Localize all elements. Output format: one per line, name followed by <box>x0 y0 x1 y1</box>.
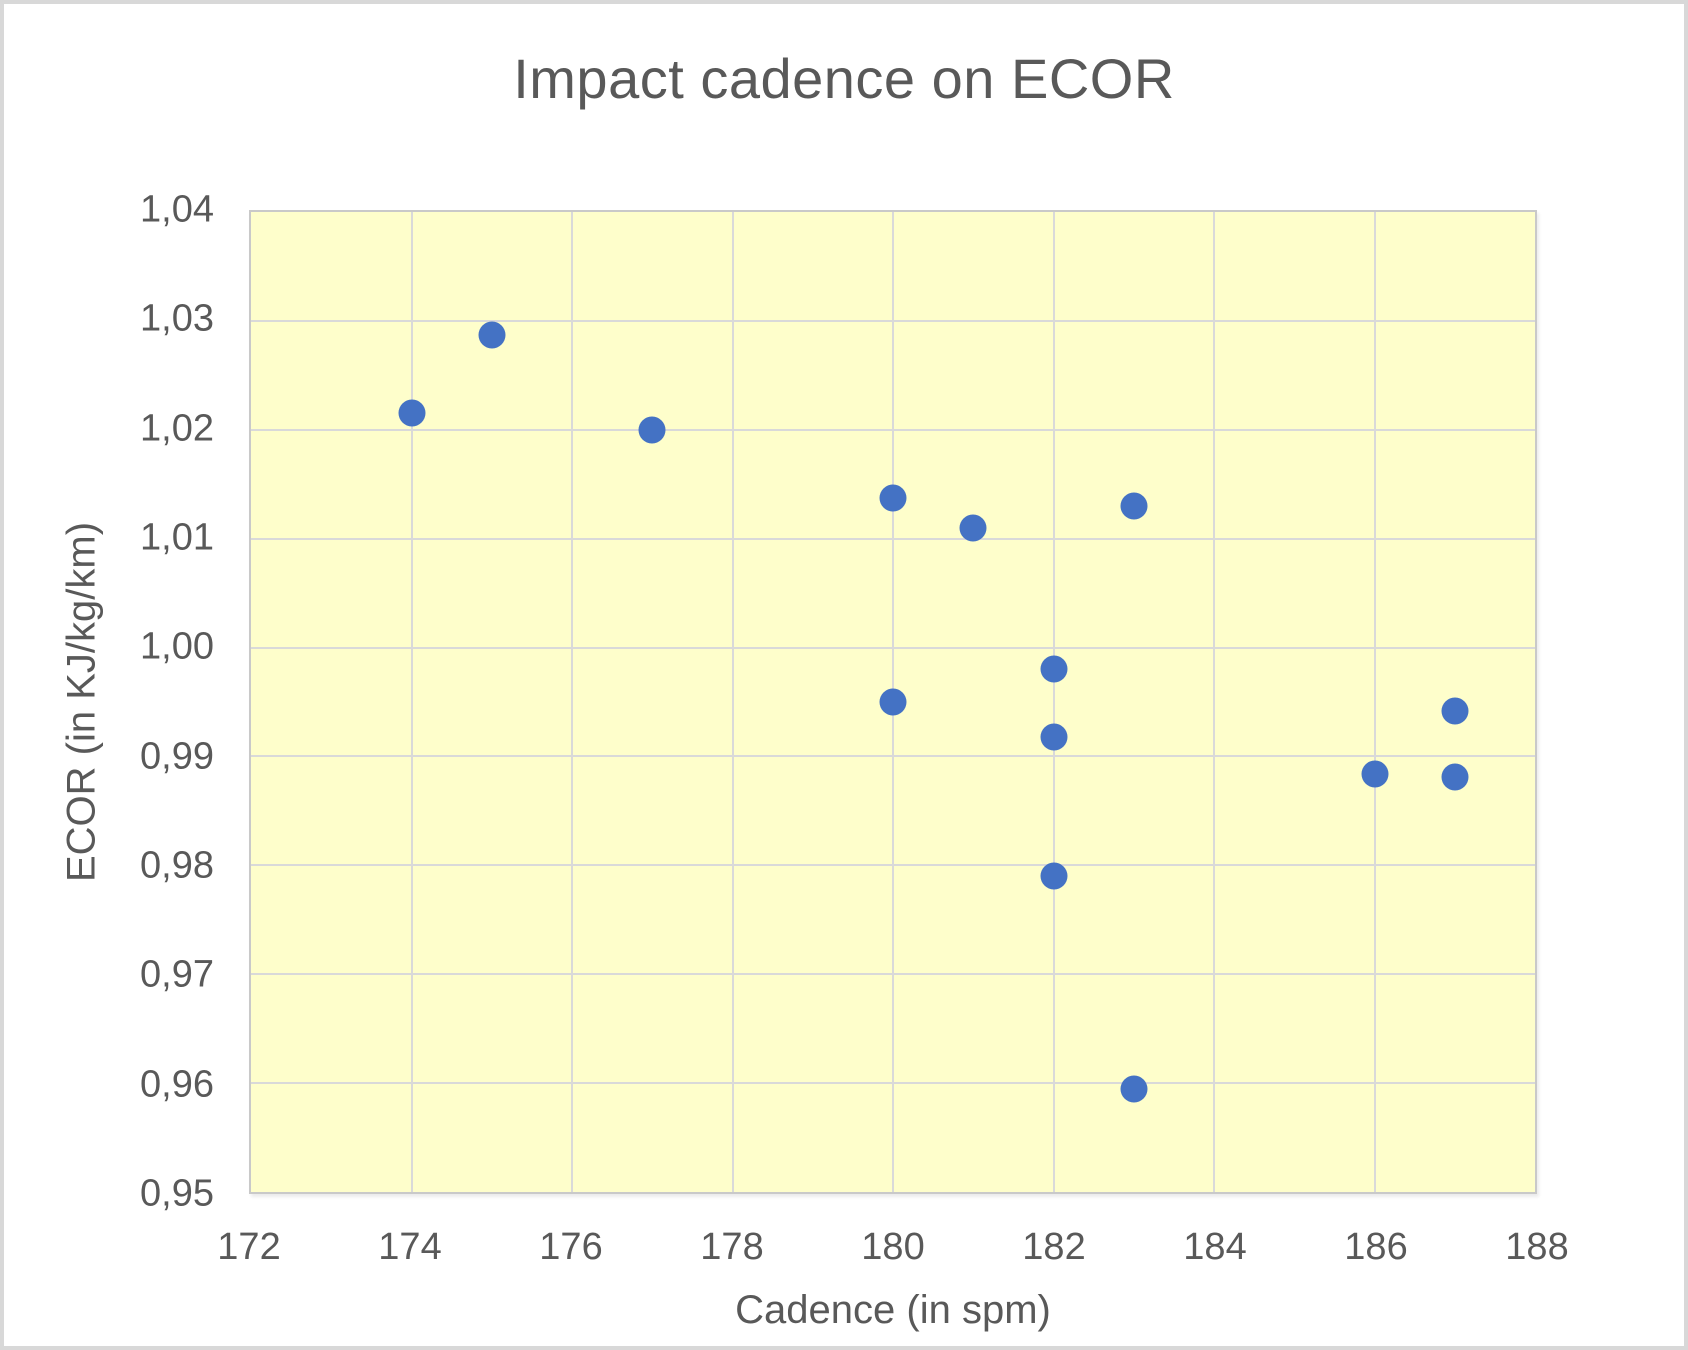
x-tick-label: 184 <box>1183 1226 1247 1268</box>
vertical-gridline <box>410 212 413 1192</box>
x-tick-label: 180 <box>861 1226 925 1268</box>
y-axis-title: ECOR (in KJ/kg/km) <box>59 521 104 883</box>
data-point <box>1120 1075 1148 1103</box>
data-point <box>959 514 987 542</box>
y-tick-label: 1,00 <box>140 625 214 668</box>
horizontal-gridline <box>251 973 1535 976</box>
horizontal-gridline <box>251 1082 1535 1085</box>
data-point <box>1441 763 1469 791</box>
x-tick-label: 176 <box>539 1226 603 1268</box>
y-tick-label: 0,97 <box>140 953 214 996</box>
y-tick-label: 1,03 <box>140 297 214 340</box>
data-point <box>1040 862 1067 890</box>
data-point <box>1040 723 1067 751</box>
y-tick-label: 0,98 <box>140 844 214 887</box>
horizontal-gridline <box>251 646 1535 649</box>
data-point <box>1361 760 1388 788</box>
vertical-gridline <box>571 212 573 1192</box>
y-tick-label: 1,02 <box>140 407 214 450</box>
vertical-gridline <box>1213 212 1215 1192</box>
vertical-gridline <box>731 212 734 1192</box>
y-tick-label: 0,95 <box>140 1172 214 1215</box>
plot-area <box>249 210 1537 1194</box>
vertical-gridline <box>1373 212 1376 1192</box>
x-tick-label: 172 <box>217 1226 281 1268</box>
x-tick-label: 188 <box>1505 1226 1569 1268</box>
horizontal-gridline <box>251 537 1535 540</box>
x-tick-label: 178 <box>700 1226 764 1268</box>
y-tick-label: 1,01 <box>140 516 214 559</box>
data-point <box>879 688 907 716</box>
horizontal-gridline <box>251 755 1535 758</box>
y-tick-label: 1,04 <box>140 188 214 231</box>
y-tick-label: 0,99 <box>140 735 214 778</box>
horizontal-gridline <box>251 864 1535 867</box>
x-tick-label: 186 <box>1344 1226 1408 1268</box>
data-point <box>1441 697 1469 725</box>
horizontal-gridline <box>251 428 1535 431</box>
data-point <box>1040 655 1067 683</box>
data-point <box>638 416 666 444</box>
data-point <box>1120 492 1148 520</box>
x-tick-label: 174 <box>378 1226 442 1268</box>
vertical-gridline <box>1052 212 1055 1192</box>
x-axis-title: Cadence (in spm) <box>735 1288 1051 1332</box>
y-tick-label: 0,96 <box>140 1063 214 1106</box>
chart-title: Impact cadence on ECOR <box>513 47 1175 110</box>
data-point <box>398 399 425 427</box>
data-point <box>478 321 506 349</box>
x-tick-label: 182 <box>1022 1226 1086 1268</box>
data-point <box>879 484 907 512</box>
horizontal-gridline <box>251 319 1535 322</box>
